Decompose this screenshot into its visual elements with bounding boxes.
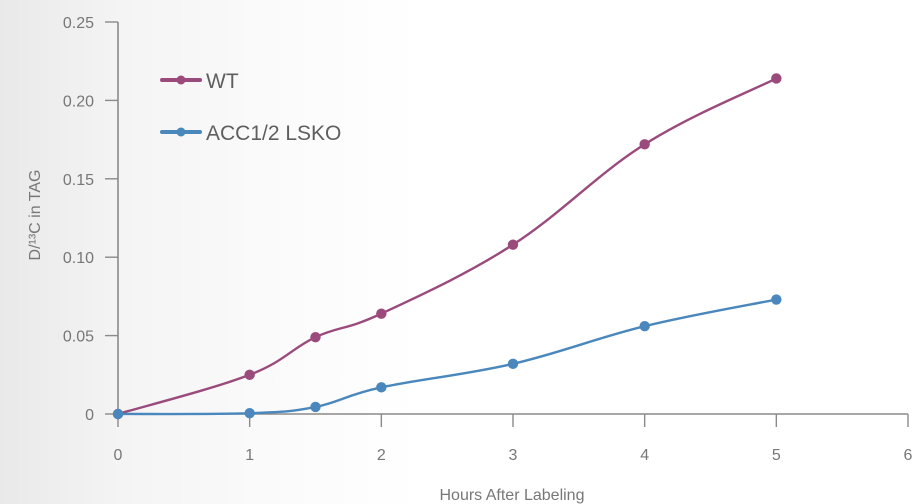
- series-group: [112, 73, 782, 420]
- x-tick-label: 1: [245, 447, 254, 464]
- legend-label-acc1-2-lsko: ACC1/2 LSKO: [206, 122, 341, 145]
- data-point-wt: [376, 308, 387, 319]
- x-tick-label: 2: [377, 447, 386, 464]
- y-tick-label: 0.10: [63, 250, 94, 267]
- data-point-acc1-2-lsko: [771, 294, 782, 305]
- data-point-wt: [310, 331, 321, 343]
- x-axis-title: Hours After Labeling: [440, 487, 585, 504]
- data-point-wt: [507, 239, 519, 250]
- y-tick-label: 0.20: [63, 93, 94, 110]
- data-point-wt: [771, 73, 782, 84]
- data-point-acc1-2-lsko: [244, 408, 255, 419]
- y-tick-label: 0.15: [63, 172, 94, 189]
- data-point-acc1-2-lsko: [639, 320, 650, 332]
- x-tick-label: 5: [772, 447, 781, 464]
- legend-marker-acc1-2-lsko: [176, 127, 186, 137]
- data-point-acc1-2-lsko: [112, 408, 124, 420]
- y-axis-title: D/¹³C in TAG: [27, 170, 44, 261]
- axes: 0 0.05 0.10 0.15 0.20 0.25 0 1 2 3 4 5 6: [63, 15, 913, 464]
- data-point-acc1-2-lsko: [310, 401, 321, 413]
- x-tick-label: 4: [640, 447, 649, 464]
- legend: WT ACC1/2 LSKO: [160, 70, 341, 145]
- data-point-acc1-2-lsko: [507, 358, 519, 370]
- legend-label-wt: WT: [206, 70, 239, 93]
- data-point-wt: [639, 139, 650, 150]
- series-line-acc1-2-lsko: [116, 298, 778, 416]
- y-tick-label: 0.25: [63, 15, 94, 32]
- x-tick-label: 0: [114, 447, 123, 464]
- data-point-wt: [244, 369, 255, 380]
- x-tick-label: 6: [904, 447, 913, 464]
- legend-marker-wt: [176, 75, 186, 85]
- y-tick-label: 0.05: [63, 329, 94, 346]
- x-tick-label: 3: [509, 447, 518, 464]
- y-tick-label: 0: [85, 407, 94, 424]
- data-point-acc1-2-lsko: [376, 382, 387, 393]
